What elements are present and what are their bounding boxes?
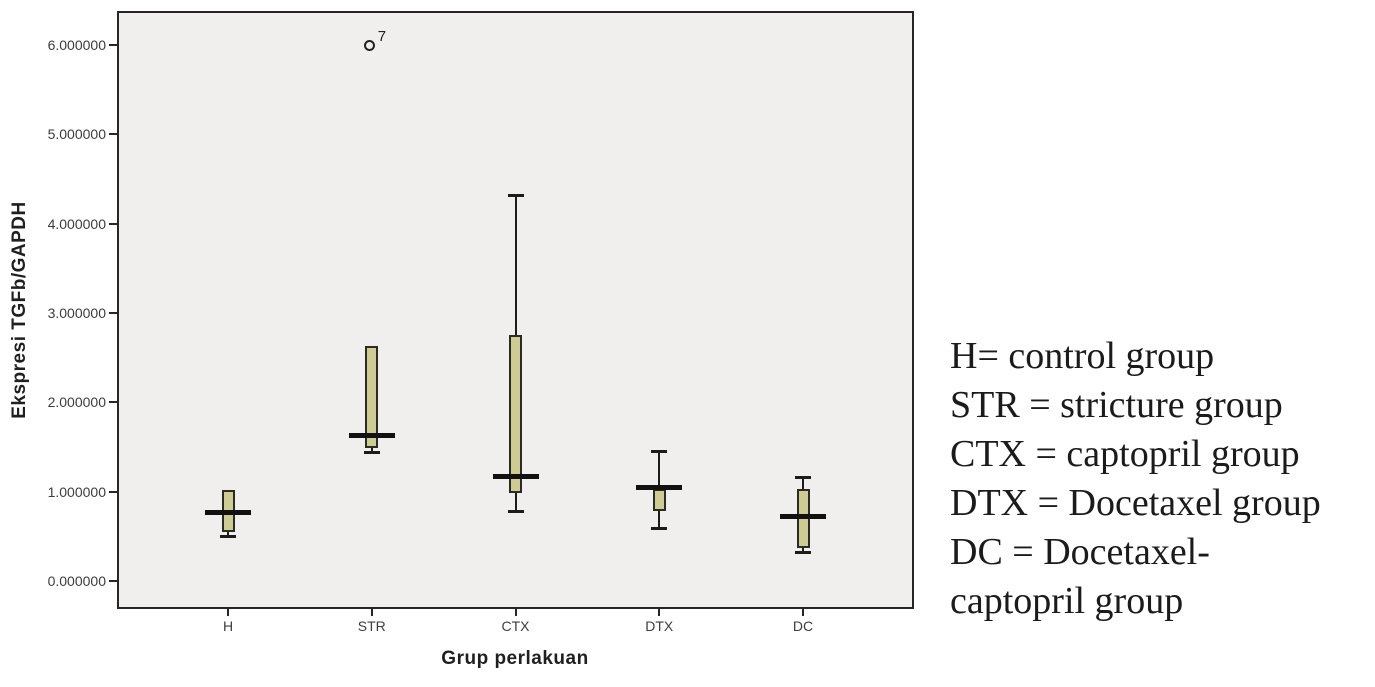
whisker-cap-lower-H (220, 535, 236, 539)
whisker-upper-DC (802, 476, 804, 490)
y-tick-mark (109, 580, 118, 583)
whisker-lower-STR (370, 448, 373, 453)
y-tick-label: 4.000000 (47, 215, 106, 232)
x-tick-label: CTX (501, 618, 530, 634)
y-tick-mark (109, 401, 118, 404)
legend-line-dc: DC = Docetaxel- (950, 531, 1210, 573)
legend-line-str: STR = stricture group (950, 384, 1283, 426)
box-DTX (652, 489, 666, 511)
outlier-marker-STR (364, 39, 376, 51)
box-STR (365, 346, 379, 448)
whisker-cap-upper-CTX (507, 194, 524, 198)
y-tick-label: 0.000000 (47, 573, 106, 590)
x-tick-label: STR (357, 618, 386, 634)
whisker-cap-lower-DC (795, 550, 811, 554)
x-tick-mark (658, 609, 661, 616)
x-tick-mark (514, 609, 517, 616)
x-axis-title: Grup perlakuan (441, 648, 589, 669)
legend-text-block: H= control group STR = stricture group C… (950, 332, 1375, 626)
whisker-lower-H (227, 531, 229, 537)
y-tick-mark (109, 222, 118, 225)
y-tick-mark (109, 490, 118, 493)
x-tick-label: H (222, 618, 234, 634)
outlier-label-STR: 7 (377, 28, 387, 46)
whisker-cap-lower-DTX (651, 527, 668, 531)
y-tick-label: 5.000000 (47, 126, 106, 143)
y-tick-label: 6.000000 (47, 37, 106, 54)
whisker-cap-lower-CTX (507, 510, 524, 514)
y-tick-label: 3.000000 (47, 305, 106, 322)
y-tick-label: 2.000000 (47, 394, 106, 411)
x-tick-label: DTX (645, 618, 674, 634)
legend-line-h: H= control group (950, 335, 1215, 377)
y-tick-mark (109, 44, 118, 47)
x-tick-label: DC (792, 618, 814, 634)
chart-region: Ekspresi TGFb/GAPDH 7 Grup perlakuan 0.0… (9, 11, 914, 669)
whisker-lower-CTX (514, 492, 517, 512)
median-DC (780, 514, 826, 520)
whisker-lower-DTX (658, 510, 661, 529)
median-H (205, 509, 251, 515)
x-tick-mark (227, 609, 229, 616)
x-tick-mark (370, 609, 373, 616)
y-tick-mark (109, 133, 118, 136)
whisker-cap-lower-STR (363, 451, 380, 455)
whisker-upper-DTX (658, 450, 661, 490)
y-tick-label: 1.000000 (47, 483, 106, 500)
x-tick-mark (802, 609, 804, 616)
median-DTX (636, 484, 683, 490)
legend-line-ctx: CTX = captopril group (950, 433, 1300, 475)
plot-area: 7 (117, 11, 914, 609)
median-CTX (492, 474, 539, 480)
legend-line-dtx: DTX = Docetaxel group (950, 482, 1321, 524)
whisker-cap-upper-DTX (651, 449, 668, 453)
whisker-upper-CTX (514, 195, 517, 335)
whisker-lower-DC (802, 548, 804, 552)
box-CTX (509, 334, 522, 493)
legend-line-dc-wrap: captopril group (950, 580, 1184, 622)
whisker-cap-upper-DC (795, 475, 811, 479)
y-tick-mark (109, 312, 118, 315)
median-STR (348, 432, 395, 438)
